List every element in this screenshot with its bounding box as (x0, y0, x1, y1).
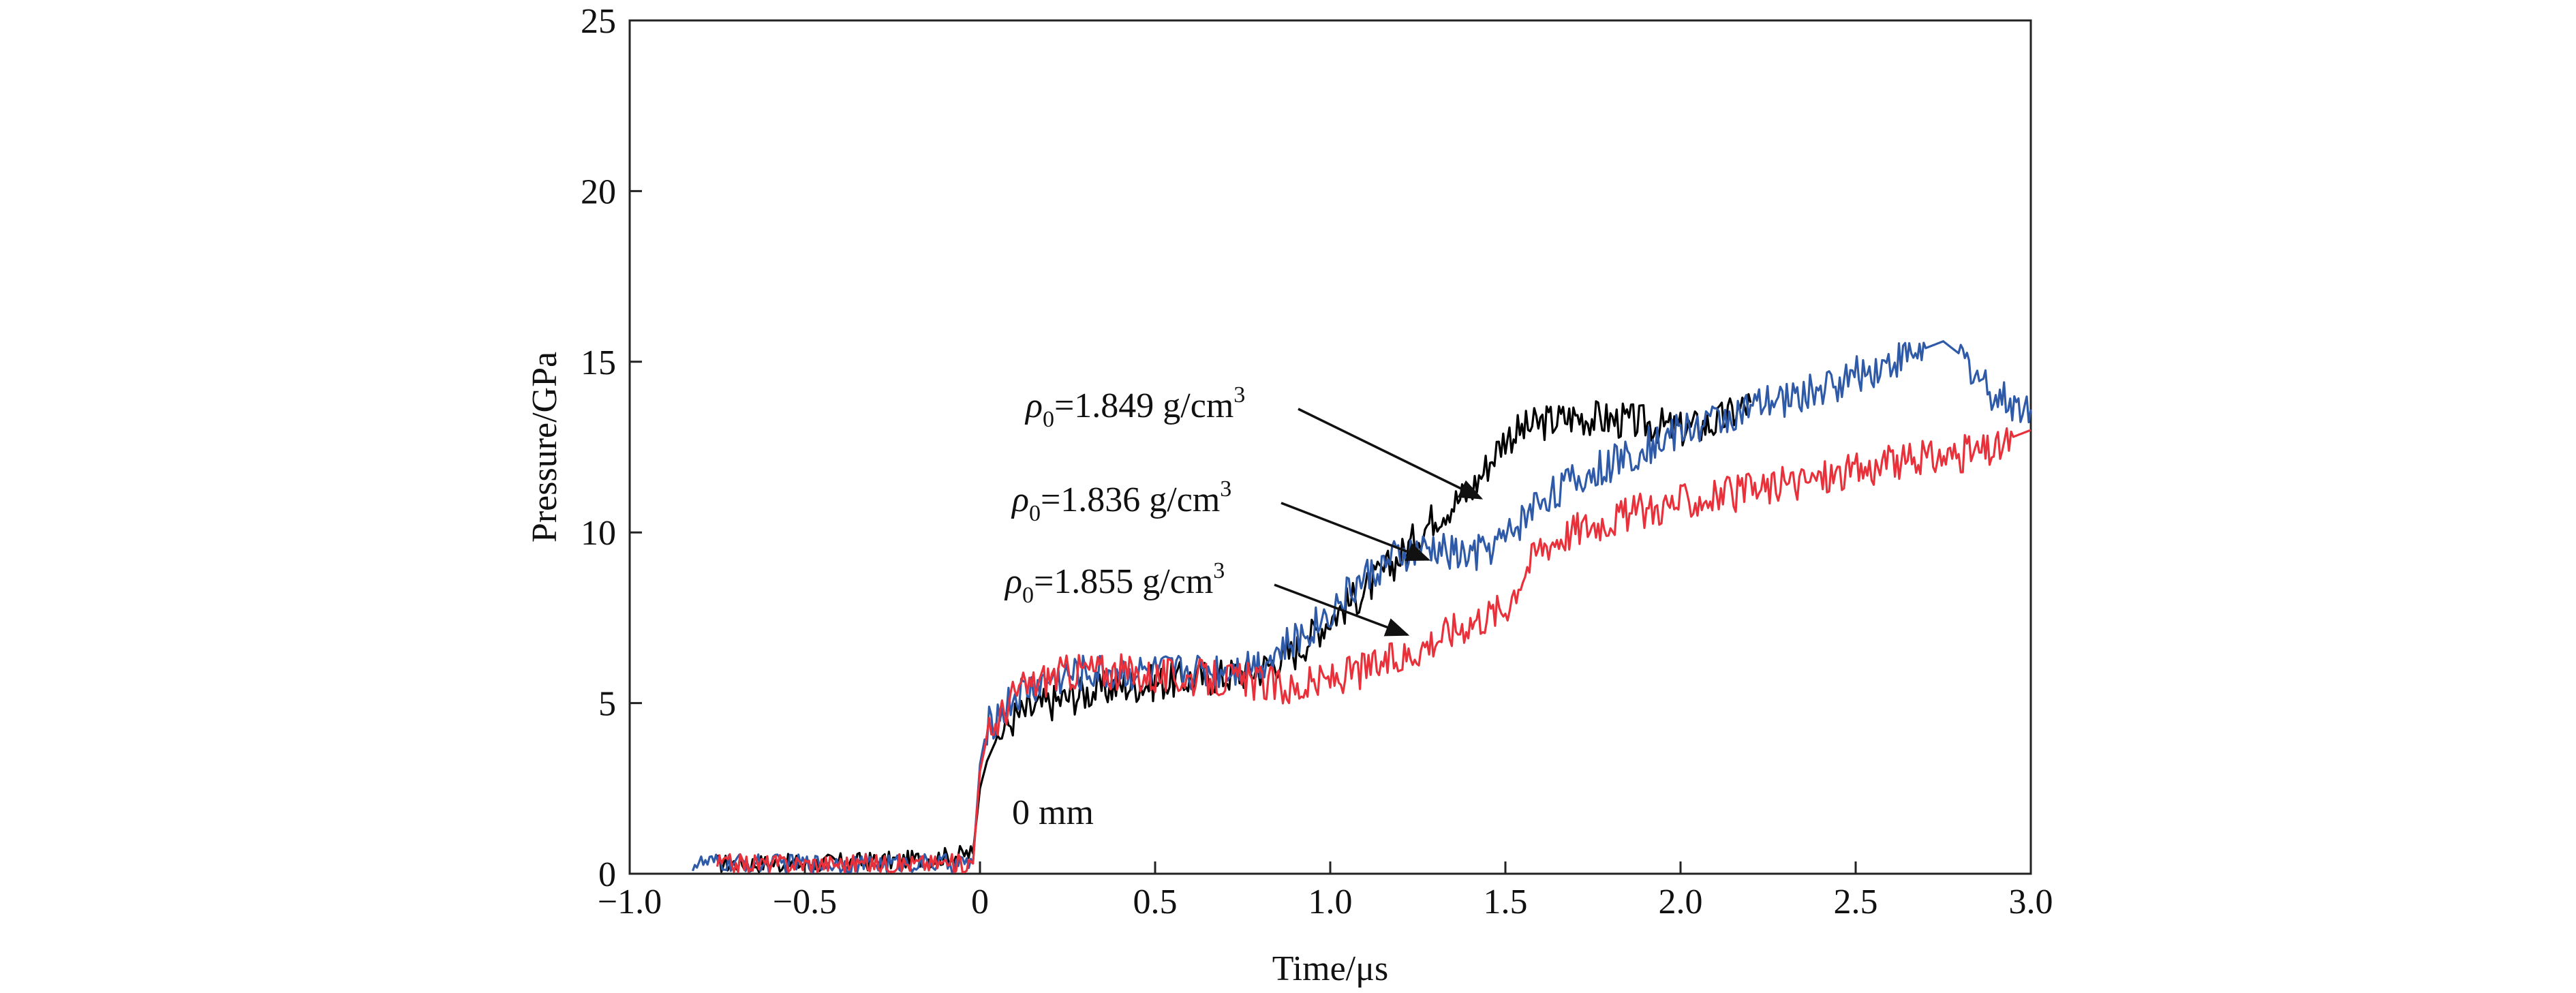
unit-superscript: 3 (1213, 558, 1225, 583)
density-annotation: ρ0=1.836 g/cm3 (1011, 476, 1431, 561)
rho-subscript: 0 (1043, 407, 1054, 432)
density-annotation: ρ0=1.849 g/cm3 (1024, 382, 1484, 500)
y-tick-label: 0 (598, 855, 616, 894)
series-layer (691, 340, 2032, 874)
density-annotation-text: ρ0=1.849 g/cm3 (1024, 382, 1245, 432)
y-axis-title: Pressure/GPa (525, 352, 564, 543)
y-tick-label: 10 (581, 514, 616, 553)
x-tick-label: 1.5 (1484, 883, 1528, 921)
x-tick-label: 0 (971, 883, 989, 921)
x-tick-label: 3.0 (2009, 883, 2053, 921)
density-value: =1.849 g/cm (1054, 386, 1233, 425)
y-tick-label: 5 (598, 685, 616, 724)
x-tick-label: 0.5 (1133, 883, 1178, 921)
y-tick-label: 20 (581, 172, 616, 211)
density-annotation-text: ρ0=1.836 g/cm3 (1011, 476, 1231, 526)
x-tick-label: 1.0 (1308, 883, 1353, 921)
rho-symbol: ρ (1024, 386, 1043, 425)
y-tick-label: 25 (581, 2, 616, 41)
unit-superscript: 3 (1220, 476, 1231, 502)
series-line-rho_1855 (716, 427, 2031, 874)
x-axis-ticks: −1.0 −0.5 0 0.5 1.0 1.5 2.0 2.5 3.0 (598, 861, 2053, 921)
series-line-rho_1836 (691, 340, 2032, 874)
series-line-rho_1849 (717, 393, 1752, 874)
annotation-arrow (1281, 502, 1431, 561)
density-value: =1.836 g/cm (1041, 480, 1220, 519)
x-tick-label: −1.0 (598, 883, 662, 921)
unit-superscript: 3 (1233, 382, 1245, 408)
x-tick-label: −0.5 (773, 883, 837, 921)
rho-symbol: ρ (1004, 562, 1022, 601)
annotation-arrow (1274, 583, 1410, 637)
x-tick-label: 2.5 (1834, 883, 1878, 921)
position-label: 0 mm (1012, 793, 1094, 832)
x-axis-title: Time/μs (1272, 949, 1388, 988)
rho-symbol: ρ (1011, 480, 1029, 519)
x-tick-label: 2.0 (1659, 883, 1703, 921)
annotation-arrow (1298, 408, 1484, 500)
y-tick-label: 15 (581, 343, 616, 382)
density-annotation: ρ0=1.855 g/cm3 (1004, 558, 1410, 637)
rho-subscript: 0 (1022, 583, 1034, 608)
density-value: =1.855 g/cm (1034, 562, 1213, 601)
density-annotation-text: ρ0=1.855 g/cm3 (1004, 558, 1225, 608)
plot-frame (628, 19, 2032, 875)
y-axis-ticks: 0 5 10 15 20 25 (581, 2, 642, 894)
rho-subscript: 0 (1029, 501, 1041, 526)
